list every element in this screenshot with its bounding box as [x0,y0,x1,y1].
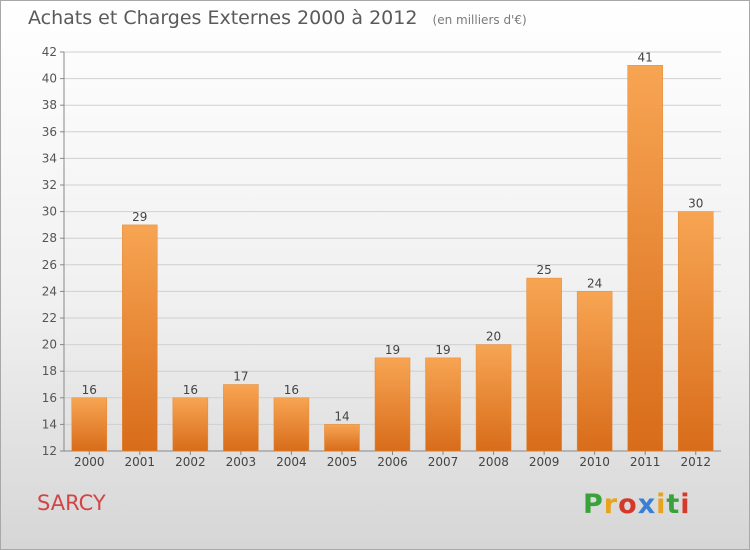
x-tick-label: 2002 [175,455,206,469]
chart-subtitle: (en milliers d'€) [432,13,527,27]
x-tick-label: 2012 [680,455,711,469]
x-tick-label: 2006 [377,455,408,469]
bar-value-label: 24 [587,276,602,290]
bar [425,357,461,452]
x-tick-label: 2005 [327,455,358,469]
y-tick-label: 42 [42,45,57,59]
bar-value-label: 30 [688,197,703,211]
x-tick-label: 2003 [226,455,257,469]
x-tick-label: 2009 [529,455,560,469]
y-tick-label: 18 [42,364,57,378]
x-tick-label: 2011 [630,455,661,469]
y-tick-label: 40 [42,72,57,86]
y-tick-label: 30 [42,205,57,219]
bar [374,357,411,452]
bar-value-label: 16 [284,383,299,397]
y-tick-label: 20 [42,338,57,352]
logo-letter: t [666,489,681,520]
y-tick-label: 36 [42,125,57,139]
y-tick-label: 24 [42,284,57,298]
y-tick-label: 16 [42,391,57,405]
bar-value-label: 20 [486,330,501,344]
logo-letter: i [656,489,667,520]
logo-letter: i [680,489,691,520]
bar-value-label: 25 [536,263,551,277]
bar [475,344,512,452]
logo-letter: P [583,489,604,520]
y-tick-label: 26 [42,258,57,272]
logo-letter: r [603,489,619,520]
x-tick-label: 2004 [276,455,307,469]
logo-letter: o [618,489,638,520]
x-tick-label: 2010 [579,455,610,469]
y-tick-label: 34 [42,151,57,165]
bar [223,384,259,452]
bar-value-label: 19 [385,343,400,357]
location-label: SARCY [37,491,106,515]
bar [71,397,108,452]
x-tick-label: 2007 [428,455,459,469]
bar-value-label: 16 [183,383,198,397]
bar [273,397,310,452]
x-tick-label: 2008 [478,455,509,469]
x-tick-label: 2001 [125,455,156,469]
y-tick-label: 14 [42,417,57,431]
bar-value-label: 29 [132,210,147,224]
y-tick-label: 32 [42,178,57,192]
logo-letter: x [637,489,657,520]
bar-value-label: 16 [82,383,97,397]
bar-value-label: 14 [334,409,349,423]
bar [576,291,613,452]
x-tick-label: 2000 [74,455,105,469]
bar [122,224,158,452]
bar [324,424,360,452]
bar [172,397,209,452]
y-tick-label: 38 [42,98,57,112]
chart-title: Achats et Charges Externes 2000 à 2012 [28,7,418,29]
bar-value-label: 19 [435,343,450,357]
y-tick-label: 12 [42,444,57,458]
chart-title-row: Achats et Charges Externes 2000 à 2012 (… [28,7,527,29]
bar [526,277,562,452]
bar-value-label: 41 [638,50,653,64]
bar [627,65,663,452]
bar [677,211,714,452]
proxiti-logo: Proxiti [583,489,691,520]
y-tick-label: 28 [42,231,57,245]
y-tick-label: 22 [42,311,57,325]
bar-value-label: 17 [233,370,248,384]
